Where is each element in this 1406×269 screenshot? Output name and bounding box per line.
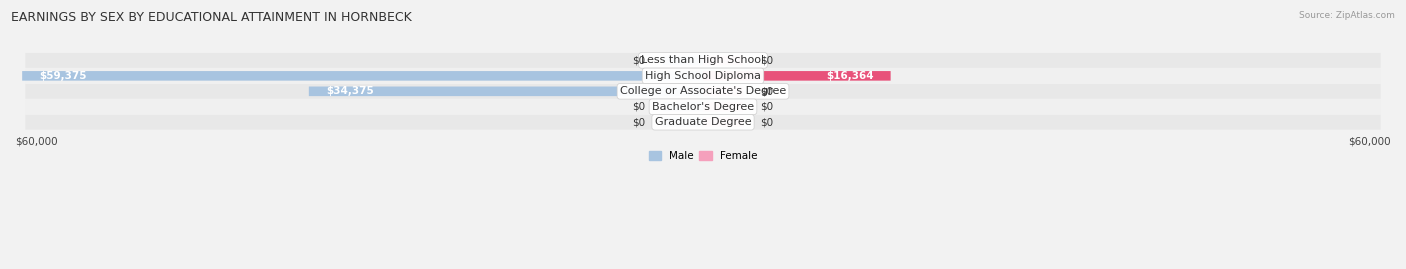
FancyBboxPatch shape xyxy=(703,87,744,96)
FancyBboxPatch shape xyxy=(25,115,1381,130)
Text: Less than High School: Less than High School xyxy=(641,55,765,65)
Text: Graduate Degree: Graduate Degree xyxy=(655,117,751,127)
Text: Bachelor's Degree: Bachelor's Degree xyxy=(652,102,754,112)
Text: $0: $0 xyxy=(633,117,645,127)
Text: $0: $0 xyxy=(761,55,773,65)
Text: $16,364: $16,364 xyxy=(825,71,873,81)
FancyBboxPatch shape xyxy=(703,56,744,65)
FancyBboxPatch shape xyxy=(662,102,703,112)
FancyBboxPatch shape xyxy=(703,102,744,112)
Text: Source: ZipAtlas.com: Source: ZipAtlas.com xyxy=(1299,11,1395,20)
Text: $34,375: $34,375 xyxy=(326,86,374,96)
Text: $60,000: $60,000 xyxy=(1348,137,1391,147)
FancyBboxPatch shape xyxy=(25,53,1381,68)
FancyBboxPatch shape xyxy=(25,99,1381,114)
Text: $0: $0 xyxy=(761,86,773,96)
Text: High School Diploma: High School Diploma xyxy=(645,71,761,81)
Legend: Male, Female: Male, Female xyxy=(644,147,762,165)
Text: $0: $0 xyxy=(761,117,773,127)
Text: $60,000: $60,000 xyxy=(15,137,58,147)
Text: $59,375: $59,375 xyxy=(39,71,87,81)
FancyBboxPatch shape xyxy=(662,56,703,65)
FancyBboxPatch shape xyxy=(25,68,1381,83)
Text: $0: $0 xyxy=(633,102,645,112)
Text: College or Associate's Degree: College or Associate's Degree xyxy=(620,86,786,96)
FancyBboxPatch shape xyxy=(22,71,703,81)
Text: EARNINGS BY SEX BY EDUCATIONAL ATTAINMENT IN HORNBECK: EARNINGS BY SEX BY EDUCATIONAL ATTAINMEN… xyxy=(11,11,412,24)
FancyBboxPatch shape xyxy=(309,87,703,96)
Text: $0: $0 xyxy=(761,102,773,112)
Text: $0: $0 xyxy=(633,55,645,65)
FancyBboxPatch shape xyxy=(25,84,1381,99)
FancyBboxPatch shape xyxy=(703,71,890,81)
FancyBboxPatch shape xyxy=(662,118,703,127)
FancyBboxPatch shape xyxy=(703,118,744,127)
